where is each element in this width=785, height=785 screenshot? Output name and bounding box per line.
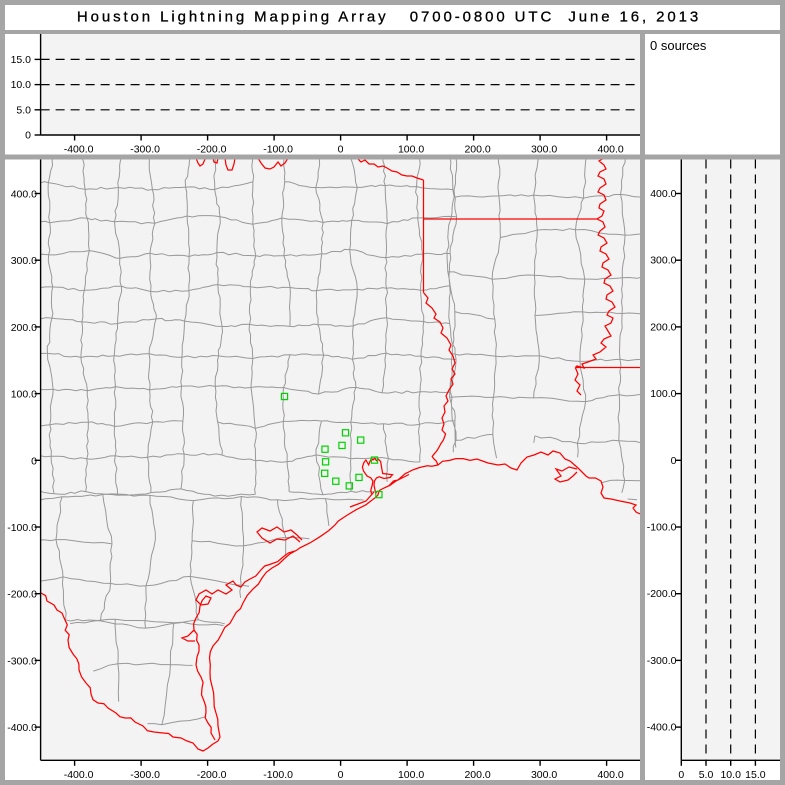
svg-text:-200.0: -200.0 bbox=[647, 588, 677, 600]
svg-text:-400.0: -400.0 bbox=[647, 722, 677, 734]
svg-text:-100.0: -100.0 bbox=[647, 522, 677, 534]
svg-text:100.0: 100.0 bbox=[398, 143, 424, 155]
svg-text:-200.0: -200.0 bbox=[197, 143, 227, 155]
svg-text:-200.0: -200.0 bbox=[7, 589, 37, 601]
svg-text:-100.0: -100.0 bbox=[7, 522, 37, 534]
svg-text:0: 0 bbox=[338, 143, 344, 155]
svg-text:300.0: 300.0 bbox=[11, 255, 37, 267]
svg-text:10.0: 10.0 bbox=[11, 79, 32, 91]
svg-text:300.0: 300.0 bbox=[531, 769, 557, 781]
svg-text:-100.0: -100.0 bbox=[263, 769, 293, 781]
svg-text:200.0: 200.0 bbox=[650, 321, 676, 333]
svg-text:-400.0: -400.0 bbox=[7, 722, 37, 734]
svg-text:Houston Lightning Mapping Arra: Houston Lightning Mapping Array 0700-080… bbox=[77, 9, 701, 26]
svg-text:200.0: 200.0 bbox=[464, 769, 490, 781]
svg-text:-200.0: -200.0 bbox=[197, 769, 227, 781]
svg-text:100.0: 100.0 bbox=[398, 769, 424, 781]
svg-text:0: 0 bbox=[678, 769, 684, 781]
svg-text:200.0: 200.0 bbox=[11, 322, 37, 334]
svg-text:200.0: 200.0 bbox=[464, 143, 490, 155]
svg-text:-300.0: -300.0 bbox=[130, 769, 160, 781]
svg-text:5.0: 5.0 bbox=[16, 104, 31, 116]
svg-text:-400.0: -400.0 bbox=[64, 143, 94, 155]
svg-text:0 sources: 0 sources bbox=[650, 38, 707, 53]
svg-text:-300.0: -300.0 bbox=[7, 655, 37, 667]
svg-text:400.0: 400.0 bbox=[597, 143, 623, 155]
svg-text:100.0: 100.0 bbox=[11, 389, 37, 401]
svg-text:400.0: 400.0 bbox=[11, 189, 37, 201]
svg-text:-400.0: -400.0 bbox=[64, 769, 94, 781]
svg-text:100.0: 100.0 bbox=[650, 388, 676, 400]
svg-text:400.0: 400.0 bbox=[650, 188, 676, 200]
svg-text:0: 0 bbox=[338, 769, 344, 781]
svg-text:-300.0: -300.0 bbox=[647, 655, 677, 667]
svg-text:5.0: 5.0 bbox=[699, 769, 714, 781]
svg-text:10.0: 10.0 bbox=[720, 769, 741, 781]
svg-text:400.0: 400.0 bbox=[597, 769, 623, 781]
svg-text:300.0: 300.0 bbox=[531, 143, 557, 155]
svg-text:-300.0: -300.0 bbox=[130, 143, 160, 155]
svg-text:300.0: 300.0 bbox=[650, 255, 676, 267]
svg-text:-100.0: -100.0 bbox=[263, 143, 293, 155]
svg-text:0: 0 bbox=[31, 455, 37, 467]
svg-text:0: 0 bbox=[25, 130, 31, 142]
svg-text:15.0: 15.0 bbox=[745, 769, 766, 781]
svg-text:0: 0 bbox=[671, 455, 677, 467]
svg-text:15.0: 15.0 bbox=[11, 54, 32, 66]
